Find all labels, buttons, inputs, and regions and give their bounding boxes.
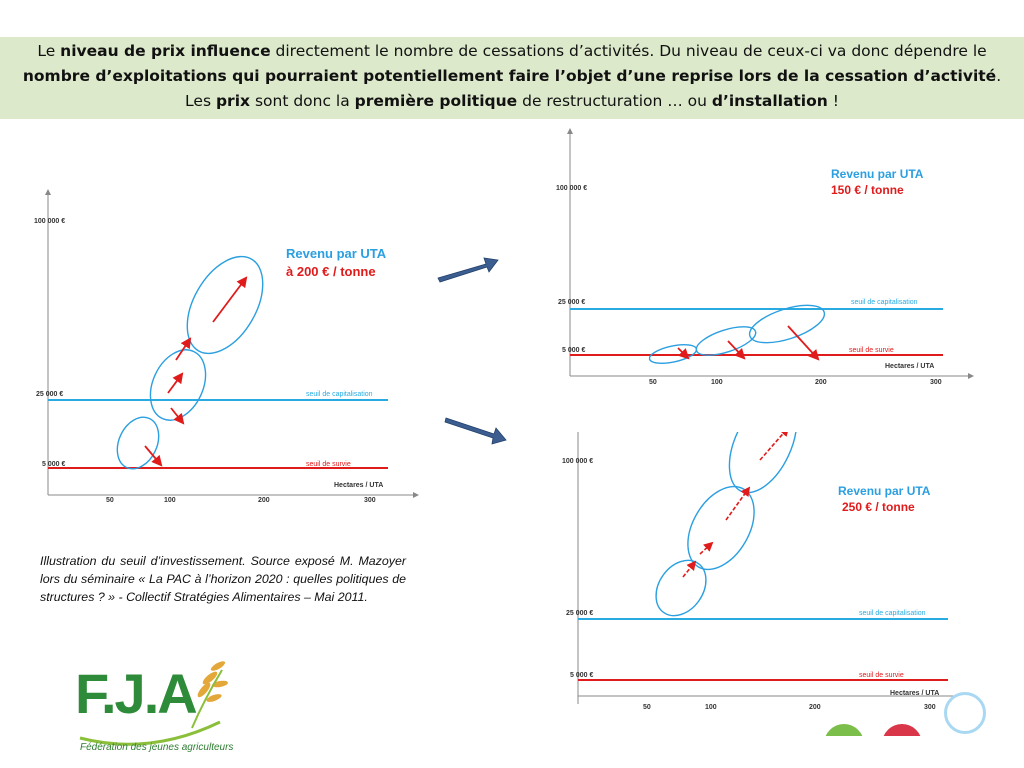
- y-label-mid: 25 000 €: [566, 610, 593, 617]
- header-line-3: Les prix sont donc la première politique…: [0, 89, 1024, 114]
- chart-title-line1: Revenu par UTA: [286, 246, 387, 261]
- decline-arrow: [787, 325, 820, 361]
- chart-bottom-right-svg: 100 000 € 25 000 € 5 000 € seuil de capi…: [562, 432, 972, 711]
- y-axis-arrow-icon: [45, 189, 51, 195]
- farm-ellipse: [748, 304, 826, 344]
- arrow-right-icon: [444, 417, 507, 445]
- survie-label: seuil de survie: [849, 347, 894, 354]
- chart-bottom-right: 100 000 € 25 000 € 5 000 € seuil de capi…: [548, 432, 978, 714]
- decorative-circle-green: [824, 724, 864, 736]
- y-label-low: 5 000 €: [570, 672, 593, 679]
- y-label-low: 5 000 €: [562, 347, 585, 354]
- y-label-mid: 25 000 €: [36, 391, 63, 398]
- arrow-right-icon: [437, 257, 499, 283]
- farm-ellipse: [695, 326, 757, 356]
- growth-arrow: [175, 337, 192, 361]
- header-bold-text: d’installation: [711, 92, 828, 110]
- x-tick-label: 100: [711, 379, 723, 386]
- logo-text: F.J.A: [75, 662, 198, 725]
- header-bold-text: première politique: [354, 92, 518, 110]
- farm-ellipse: [186, 255, 264, 355]
- decline-arrow: [677, 347, 690, 360]
- chart-left: 100 000 € 25 000 € 5 000 € seuil de capi…: [28, 189, 428, 510]
- header-text: Le: [37, 42, 61, 60]
- x-tick-label: 50: [649, 379, 657, 386]
- chart-left-svg: 100 000 € 25 000 € 5 000 € seuil de capi…: [34, 189, 419, 504]
- header-text: sont donc la: [250, 92, 355, 110]
- fja-logo: F.J.A Fédération des jeunes agriculteurs: [70, 660, 234, 760]
- chart-title-line1: Revenu par UTA: [838, 484, 931, 498]
- y-label-top: 100 000 €: [556, 185, 587, 192]
- x-axis-title: Hectares / UTA: [890, 690, 939, 697]
- farm-ellipse: [687, 485, 755, 571]
- header-line-2: nombre d’exploitations qui pourraient po…: [0, 64, 1024, 89]
- x-tick-label: 200: [815, 379, 827, 386]
- wheat-icon: [191, 661, 228, 729]
- capitalisation-label: seuil de capitalisation: [851, 299, 918, 306]
- x-tick-label: 100: [705, 704, 717, 711]
- y-axis-arrow-icon: [567, 128, 573, 134]
- x-tick-label: 300: [364, 497, 376, 504]
- y-label-top: 100 000 €: [562, 458, 593, 465]
- farm-ellipse: [149, 349, 207, 421]
- growth-arrow: [167, 372, 184, 394]
- header-banner: Le niveau de prix influence directement …: [0, 37, 1024, 119]
- header-bold-text: prix: [215, 92, 251, 110]
- logo-subtitle: Fédération des jeunes agriculteurs: [80, 742, 234, 753]
- farm-ellipse: [728, 432, 798, 494]
- chart-top-right-svg: 100 000 € 25 000 € 5 000 € seuil de capi…: [556, 128, 974, 386]
- x-tick-label: 300: [924, 704, 936, 711]
- growth-arrow: [725, 486, 751, 521]
- x-tick-label: 200: [809, 704, 821, 711]
- x-tick-label: 50: [643, 704, 651, 711]
- farm-ellipse: [655, 559, 707, 617]
- x-axis-arrow-icon: [413, 492, 419, 498]
- y-label-top: 100 000 €: [34, 218, 65, 225]
- survie-label: seuil de survie: [306, 461, 351, 468]
- header-bold-text: niveau de prix influence: [60, 42, 271, 60]
- header-text: de restructuration … ou: [517, 92, 712, 110]
- capitalisation-label: seuil de capitalisation: [859, 610, 926, 617]
- x-tick-label: 300: [930, 379, 942, 386]
- capitalisation-label: seuil de capitalisation: [306, 391, 373, 398]
- growth-arrow: [699, 541, 714, 555]
- survie-label: seuil de survie: [859, 672, 904, 679]
- x-axis-title: Hectares / UTA: [885, 363, 934, 370]
- growth-arrow: [212, 276, 248, 323]
- y-label-low: 5 000 €: [42, 461, 65, 468]
- header-text: !: [827, 92, 839, 110]
- header-bold-text: nombre d’exploitations qui pourraient po…: [22, 67, 997, 85]
- chart-title-line2: 250 € / tonne: [842, 500, 915, 514]
- header-line-1: Le niveau de prix influence directement …: [0, 39, 1024, 64]
- header-text: Les: [185, 92, 216, 110]
- decorative-circle-blue: [944, 692, 986, 734]
- arrow-to-bottom-chart: [444, 417, 507, 445]
- farm-ellipse: [116, 416, 160, 470]
- decline-arrow: [727, 340, 746, 360]
- figure-caption: Illustration du seuil d’investissement. …: [40, 554, 406, 604]
- growth-arrow: [759, 432, 790, 461]
- x-tick-label: 100: [164, 497, 176, 504]
- x-axis-title: Hectares / UTA: [334, 482, 383, 489]
- decorative-circle-red: [882, 724, 922, 736]
- growth-arrow: [682, 560, 697, 578]
- x-tick-label: 200: [258, 497, 270, 504]
- chart-title-line2: 150 € / tonne: [831, 183, 904, 197]
- header-text: .: [996, 67, 1002, 85]
- y-label-mid: 25 000 €: [558, 299, 585, 306]
- x-tick-label: 50: [106, 497, 114, 504]
- chart-title-line2: à 200 € / tonne: [286, 264, 376, 279]
- growth-arrow: [144, 445, 163, 467]
- arrow-to-top-chart: [437, 257, 499, 283]
- header-text: directement le nombre de cessations d’ac…: [270, 42, 987, 60]
- x-axis-arrow-icon: [968, 373, 974, 379]
- chart-title-line1: Revenu par UTA: [831, 167, 924, 181]
- growth-arrow: [170, 407, 185, 425]
- chart-top-right: 100 000 € 25 000 € 5 000 € seuil de capi…: [548, 128, 978, 388]
- logo-swoosh: [79, 720, 221, 746]
